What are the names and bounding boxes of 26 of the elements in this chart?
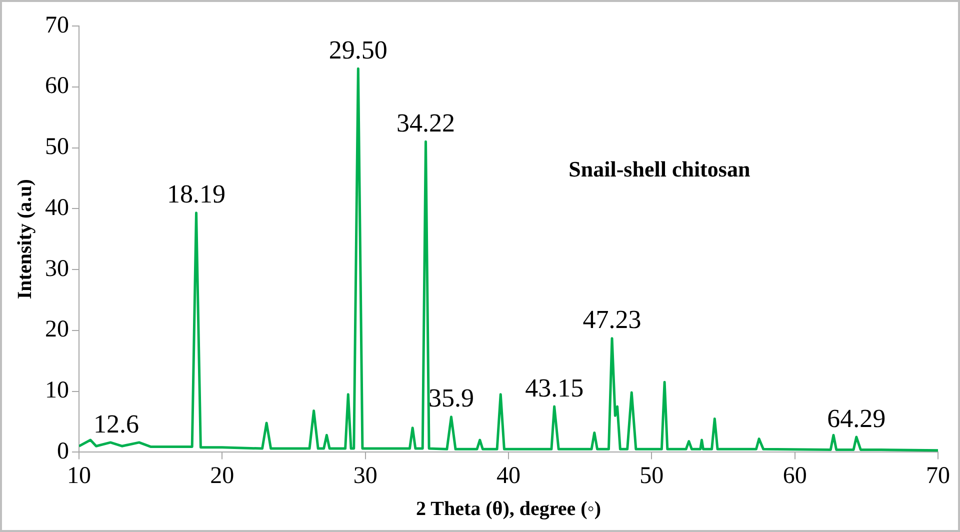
- annotation: 12.6: [93, 409, 139, 438]
- annotation: 64.29: [827, 404, 886, 433]
- annotation: Snail-shell chitosan: [568, 156, 750, 182]
- y-tick-label: 40: [45, 194, 69, 221]
- y-tick-label: 0: [57, 438, 69, 464]
- x-axis-title: 2 Theta (θ), degree (◦): [416, 498, 602, 520]
- y-tick-label: 50: [45, 134, 69, 160]
- x-tick-label: 40: [496, 462, 520, 489]
- y-tick-label: 30: [45, 256, 69, 282]
- annotation: 47.23: [582, 305, 642, 334]
- annotation: 43.15: [525, 373, 584, 402]
- y-tick-label: 20: [45, 316, 69, 343]
- y-tick-label: 60: [45, 73, 69, 100]
- x-tick-label: 60: [782, 462, 807, 489]
- annotation: 18.19: [167, 180, 226, 209]
- y-tick-label: 70: [45, 12, 69, 38]
- annotation: 29.50: [328, 35, 388, 64]
- annotation: 35.9: [428, 384, 474, 413]
- y-axis-title: Intensity (a.u): [14, 179, 36, 300]
- annotation: 34.22: [396, 108, 455, 138]
- x-tick-label: 30: [353, 462, 378, 489]
- x-tick-label: 20: [210, 462, 234, 489]
- x-tick-label: 70: [926, 462, 950, 489]
- x-tick-label: 10: [67, 462, 91, 489]
- y-tick-label: 10: [45, 378, 69, 404]
- x-tick-label: 50: [640, 462, 664, 489]
